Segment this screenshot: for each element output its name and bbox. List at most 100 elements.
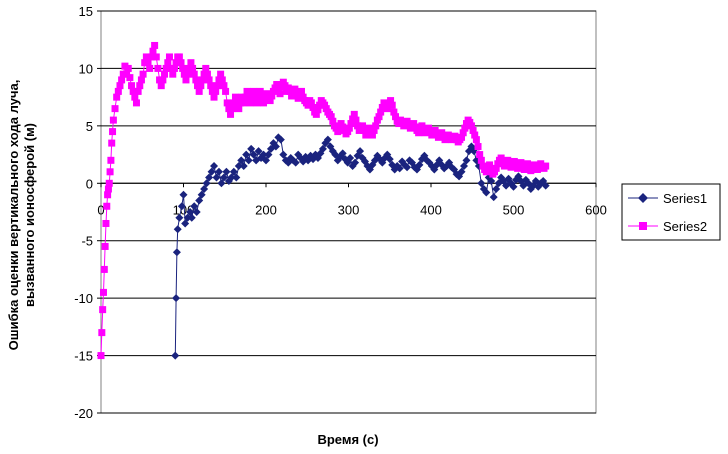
series-2-point bbox=[169, 70, 177, 78]
series-2-point bbox=[182, 76, 190, 84]
series-2-point bbox=[124, 64, 132, 72]
series-2-point bbox=[256, 87, 264, 95]
series-2-point bbox=[198, 76, 206, 84]
y-tick-label: 10 bbox=[79, 61, 93, 76]
series-1-point bbox=[229, 167, 238, 176]
series-2-point bbox=[492, 164, 500, 172]
series-2-point bbox=[223, 99, 231, 107]
series-2-point bbox=[327, 113, 335, 121]
series-2-point bbox=[114, 87, 122, 95]
series-1-point bbox=[492, 185, 501, 194]
y-tick-label: -15 bbox=[74, 349, 93, 364]
series-2-point bbox=[350, 110, 358, 118]
x-tick-label: 600 bbox=[585, 202, 607, 217]
series-2-point bbox=[129, 87, 137, 95]
series-2-point bbox=[474, 143, 482, 151]
series-1-point bbox=[177, 202, 186, 211]
series-1-point bbox=[192, 208, 201, 216]
series-2-point bbox=[161, 70, 169, 78]
series-1-point bbox=[234, 162, 243, 171]
series-2-point bbox=[227, 110, 235, 118]
series-1-point bbox=[259, 150, 268, 159]
series-1-point bbox=[415, 160, 424, 169]
series-2-point bbox=[177, 59, 185, 67]
series-2-point bbox=[187, 59, 195, 67]
series-1-point bbox=[271, 142, 280, 151]
series-1-point bbox=[207, 167, 216, 176]
series-1-point bbox=[351, 158, 360, 167]
series-1-point bbox=[186, 208, 195, 216]
series-1-point bbox=[462, 156, 471, 165]
series-2-point bbox=[243, 87, 251, 95]
series-2-point bbox=[250, 87, 258, 95]
series-1-point bbox=[205, 173, 214, 182]
series-2-point bbox=[98, 329, 106, 337]
series-2-point bbox=[132, 99, 140, 107]
legend: Series1 Series2 bbox=[621, 183, 721, 241]
series-1-point bbox=[477, 179, 486, 188]
series-2-point bbox=[352, 116, 360, 124]
series-2-point bbox=[297, 87, 305, 95]
series-2-point bbox=[312, 110, 320, 118]
series-2-point bbox=[314, 106, 322, 114]
x-tick-label: 300 bbox=[338, 202, 360, 217]
series-1-point bbox=[242, 150, 251, 159]
series-2-point bbox=[469, 126, 477, 134]
series-2-point bbox=[477, 156, 485, 164]
y-tick-label: -5 bbox=[81, 234, 93, 249]
series-2-point bbox=[128, 82, 136, 90]
series-2-point bbox=[139, 70, 147, 78]
series-1-point bbox=[217, 179, 226, 188]
series-2-point bbox=[273, 81, 281, 89]
series-1-point bbox=[212, 173, 221, 182]
series-2-point bbox=[260, 99, 268, 107]
legend-series1-marker bbox=[638, 193, 648, 203]
series-1-point bbox=[291, 158, 300, 167]
series-2-point bbox=[253, 99, 261, 107]
series-2-point bbox=[222, 87, 230, 95]
series-1-point bbox=[244, 156, 253, 165]
series-1-point bbox=[254, 147, 263, 156]
series-2-point bbox=[217, 70, 225, 78]
series-2-point bbox=[113, 93, 121, 101]
series-2-point bbox=[365, 124, 373, 132]
series-2-point bbox=[137, 76, 145, 84]
series-2-point bbox=[212, 87, 220, 95]
series-2-point bbox=[542, 162, 550, 170]
series-2-point bbox=[291, 85, 299, 93]
series-2-point bbox=[210, 93, 218, 101]
series-2-point bbox=[103, 202, 111, 210]
series-1-point bbox=[507, 179, 516, 188]
series-2-point bbox=[476, 151, 484, 159]
series-1-point bbox=[222, 167, 231, 176]
series-2-point bbox=[294, 94, 302, 102]
series-2-point bbox=[105, 179, 113, 187]
series-1-point bbox=[175, 213, 184, 222]
y-tick-label: 15 bbox=[79, 4, 93, 19]
series-2-point bbox=[189, 64, 197, 72]
series-2-point bbox=[175, 53, 183, 61]
series-2-point bbox=[345, 124, 353, 132]
series-1-point bbox=[227, 173, 236, 182]
series-2-point bbox=[134, 87, 142, 95]
series-2-point bbox=[220, 82, 228, 90]
x-tick-label: 200 bbox=[255, 202, 277, 217]
series-1-point bbox=[237, 156, 246, 165]
series-1-point bbox=[489, 193, 498, 202]
y-tick-labels: 15 10 5 0 -5 -10 -15 -20 bbox=[74, 4, 93, 421]
series-1-point bbox=[509, 182, 518, 191]
x-tick-label: 400 bbox=[420, 202, 442, 217]
series-2-point bbox=[205, 76, 213, 84]
series-markers bbox=[97, 41, 550, 360]
series-2-point bbox=[368, 131, 376, 139]
series-2-point bbox=[184, 70, 192, 78]
series-2-point bbox=[165, 53, 173, 61]
series-2-point bbox=[390, 108, 398, 116]
series-2-point bbox=[388, 101, 396, 109]
series-2-point bbox=[203, 70, 211, 78]
y-tick-label: 5 bbox=[86, 119, 93, 134]
series-2-point bbox=[190, 70, 198, 78]
series-2-point bbox=[266, 97, 274, 105]
series-2-point bbox=[104, 191, 112, 199]
series-2-point bbox=[472, 136, 480, 144]
